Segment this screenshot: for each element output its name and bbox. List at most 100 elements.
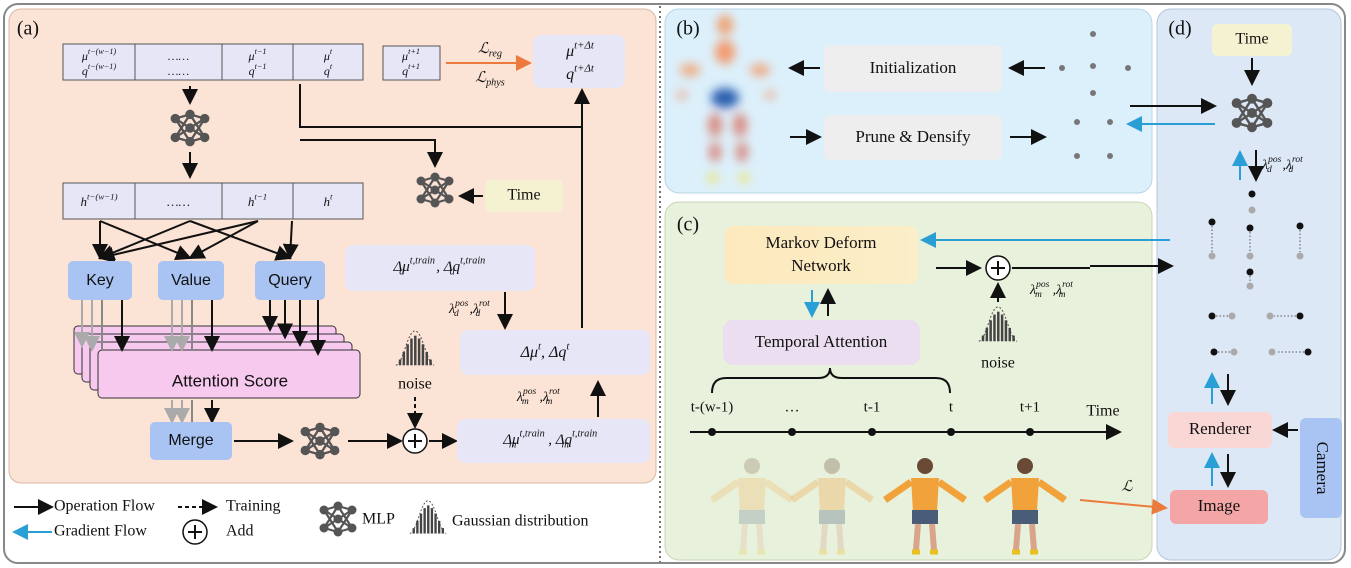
math-part: μ: [401, 49, 408, 63]
key-label: Key: [86, 272, 114, 289]
point: [1209, 313, 1216, 320]
gaussian-icon: [410, 501, 446, 534]
point: [1090, 63, 1096, 69]
markov-label: Network: [791, 256, 851, 275]
noise-label: noise: [398, 376, 432, 393]
math-part: rot: [1292, 155, 1303, 165]
math-part: pos: [1035, 280, 1050, 290]
math-part: t,train: [410, 256, 435, 267]
math-gap: [485, 264, 486, 280]
math-gap: [490, 306, 491, 321]
time-point: [1026, 428, 1034, 436]
time-point: [788, 428, 796, 436]
gaussian-blob: [707, 174, 719, 182]
point: [1249, 191, 1256, 198]
point: [1125, 65, 1131, 71]
math-gap: [600, 437, 601, 453]
math-part: m: [522, 397, 529, 407]
noise-label: noise: [981, 355, 1015, 372]
time-label: Time: [1086, 403, 1119, 420]
math-part: t,train: [520, 429, 545, 440]
figure-torso: [1011, 478, 1039, 512]
math-part: rot: [549, 387, 560, 397]
math-part: μ: [248, 49, 255, 63]
gaussian-blob: [709, 142, 721, 162]
point: [1249, 207, 1256, 214]
image-label: Image: [1198, 496, 1240, 515]
figure-head: [1017, 458, 1033, 474]
gaussian-blob: [733, 113, 747, 137]
gaussian-blob: [738, 174, 750, 182]
point: [1074, 153, 1080, 159]
figure-shorts: [819, 510, 845, 524]
math-part: rot: [479, 299, 490, 309]
point: [1107, 153, 1113, 159]
point: [1209, 219, 1216, 226]
init-label: Initialization: [870, 58, 957, 77]
time-point: [708, 428, 716, 436]
gaussian-blob: [750, 64, 770, 76]
point: [1297, 253, 1304, 260]
point: [1059, 65, 1065, 71]
point: [1229, 313, 1236, 320]
math-part: ……: [168, 49, 189, 63]
math-part: t,train: [572, 429, 597, 440]
math-part: t+1: [408, 47, 420, 56]
figure-head: [824, 458, 840, 474]
input-mu: ……: [168, 49, 189, 63]
timeline-label: t-(w-1): [691, 399, 733, 415]
figure-torso: [818, 478, 846, 512]
math-part: t−1: [254, 192, 267, 202]
point: [1231, 349, 1238, 356]
point: [1074, 119, 1080, 125]
math-part: t+Δt: [574, 62, 595, 74]
gaussian-blob: [717, 15, 733, 35]
math-part: ……: [167, 194, 190, 209]
time-point: [947, 428, 955, 436]
math-part: m: [509, 440, 516, 451]
math-part: μ: [565, 43, 574, 60]
gaussian-blob: [708, 113, 722, 137]
point: [1269, 349, 1276, 356]
math-part: m: [1035, 290, 1042, 300]
query-label: Query: [268, 272, 312, 289]
math-gap: [1303, 162, 1304, 177]
merge-label: Merge: [168, 432, 213, 449]
math-part: ℒ: [1122, 479, 1134, 495]
math-part: t−1: [255, 62, 267, 71]
loss-label: ℒ: [1122, 479, 1134, 495]
point: [1247, 253, 1254, 260]
math-part: t−(w−1): [88, 47, 117, 56]
math-part: d: [1267, 165, 1272, 175]
panel-label: (c): [677, 214, 699, 236]
figure-shorts: [1012, 510, 1038, 524]
point: [1247, 225, 1254, 232]
math-part: t,train: [460, 256, 485, 267]
hidden-h: ……: [167, 194, 190, 209]
legend-label: Gaussian distribution: [452, 513, 588, 530]
math-part: d: [450, 267, 456, 278]
math-gap: [562, 394, 563, 409]
math-part: t+Δt: [574, 39, 595, 51]
figure-head: [744, 458, 760, 474]
figure-shorts: [739, 510, 765, 524]
math-part: t−1: [255, 47, 267, 56]
math-part: reg: [489, 49, 502, 60]
math-part: m: [562, 440, 569, 451]
math-part: pos: [1267, 155, 1282, 165]
timeline-label: t-1: [864, 399, 881, 415]
figure: (a)μt−(w−1)qt−(w−1)…………μt−1qt−1μtqtμt+1q…: [0, 0, 1351, 568]
math-part: μ: [323, 49, 330, 63]
time-label: Time: [507, 187, 540, 204]
legend-label: MLP: [362, 511, 395, 528]
point: [1211, 349, 1218, 356]
math-part: t−(w−1): [88, 62, 117, 71]
math-part: t+1: [408, 62, 420, 71]
point: [1267, 313, 1274, 320]
gaussian-blob: [676, 90, 688, 100]
camera-label: Camera: [1313, 442, 1332, 495]
time-label: Time: [1235, 31, 1268, 48]
markov-label: Markov Deform: [766, 233, 877, 252]
temporal-label: Temporal Attention: [755, 332, 888, 351]
value-label: Value: [171, 272, 211, 289]
